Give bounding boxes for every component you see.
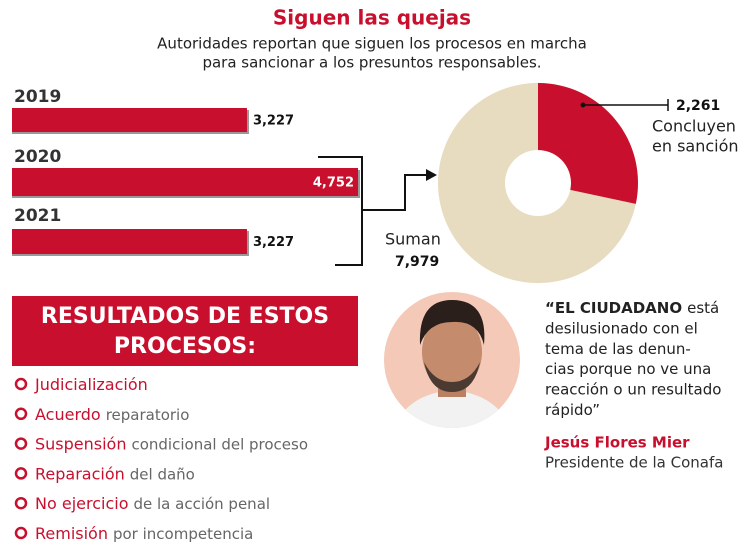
bar <box>12 229 247 254</box>
quote-author: Jesús Flores Mier <box>544 434 690 452</box>
results-box <box>12 296 358 366</box>
arrow-head <box>426 169 437 181</box>
quote-line: desilusionado con el <box>545 319 698 337</box>
bullet <box>14 437 28 450</box>
result-highlight: No ejercicio <box>35 494 128 513</box>
value-label: 4,752 <box>313 176 354 191</box>
result-rest: condicional del proceso <box>131 435 308 453</box>
quote-line: reacción o un resultado <box>545 380 721 398</box>
slice-value: 2,261 <box>676 98 720 114</box>
quote-text: desilusionado con el <box>545 319 698 337</box>
bar <box>12 168 358 196</box>
result-rest: reparatorio <box>106 405 190 423</box>
result-item: Remisión por incompetencia <box>35 524 253 543</box>
total-value: 7,979 <box>395 254 439 270</box>
leader-dot <box>580 102 586 108</box>
total-label: Suman <box>385 230 441 249</box>
category-label: 2020 <box>14 147 61 167</box>
quote-text: está <box>687 299 719 317</box>
result-rest: del daño <box>130 465 195 483</box>
arrow <box>362 174 428 211</box>
slice-label: Concluyen <box>652 117 736 136</box>
results-title: RESULTADOS DE ESTOS <box>41 304 329 329</box>
bar <box>12 108 247 132</box>
category-label: 2021 <box>14 206 61 226</box>
result-rest: de la acción penal <box>133 495 270 513</box>
bullet <box>14 407 28 421</box>
quote-line: “EL CIUDADANO está <box>545 299 719 317</box>
subtitle: para sancionar a los presuntos responsab… <box>202 54 541 72</box>
quote-lead: “EL CIUDADANO <box>545 299 682 317</box>
result-highlight: Remisión <box>35 524 108 543</box>
result-item: Reparación del daño <box>35 464 195 483</box>
subtitle: Autoridades reportan que siguen los proc… <box>157 35 587 53</box>
title: Siguen las quejas <box>273 6 471 30</box>
result-highlight: Judicialización <box>34 375 148 394</box>
quote-line: rápido” <box>545 401 600 419</box>
result-highlight: Acuerdo <box>35 404 101 423</box>
quote-text: rápido” <box>545 401 600 419</box>
pie-slice <box>538 83 638 204</box>
bullet <box>14 467 28 480</box>
quote-text: tema de las denun- <box>545 339 691 357</box>
result-rest: por incompetencia <box>113 525 253 543</box>
result-item: Suspensión condicional del proceso <box>35 434 308 453</box>
quote-line: tema de las denun- <box>545 339 691 357</box>
bullet <box>14 377 28 391</box>
value-label: 3,227 <box>253 235 294 250</box>
result-item: Acuerdo reparatorio <box>35 404 189 423</box>
quote-role: Presidente de la Conafa <box>545 454 723 472</box>
category-label: 2019 <box>14 87 61 107</box>
result-item: No ejercicio de la acción penal <box>35 494 270 513</box>
quote-text: reacción o un resultado <box>545 380 721 398</box>
result-highlight: Suspensión <box>35 434 126 453</box>
result-item: Judicialización <box>34 375 148 394</box>
slice-label: en sanción <box>652 137 739 156</box>
bullet <box>14 526 28 540</box>
quote-text: cias porque no ve una <box>545 360 711 378</box>
value-label: 3,227 <box>253 114 294 129</box>
quote-line: cias porque no ve una <box>545 360 711 378</box>
results-title: PROCESOS: <box>114 334 256 359</box>
result-highlight: Reparación <box>35 464 125 483</box>
bullet <box>14 496 28 510</box>
